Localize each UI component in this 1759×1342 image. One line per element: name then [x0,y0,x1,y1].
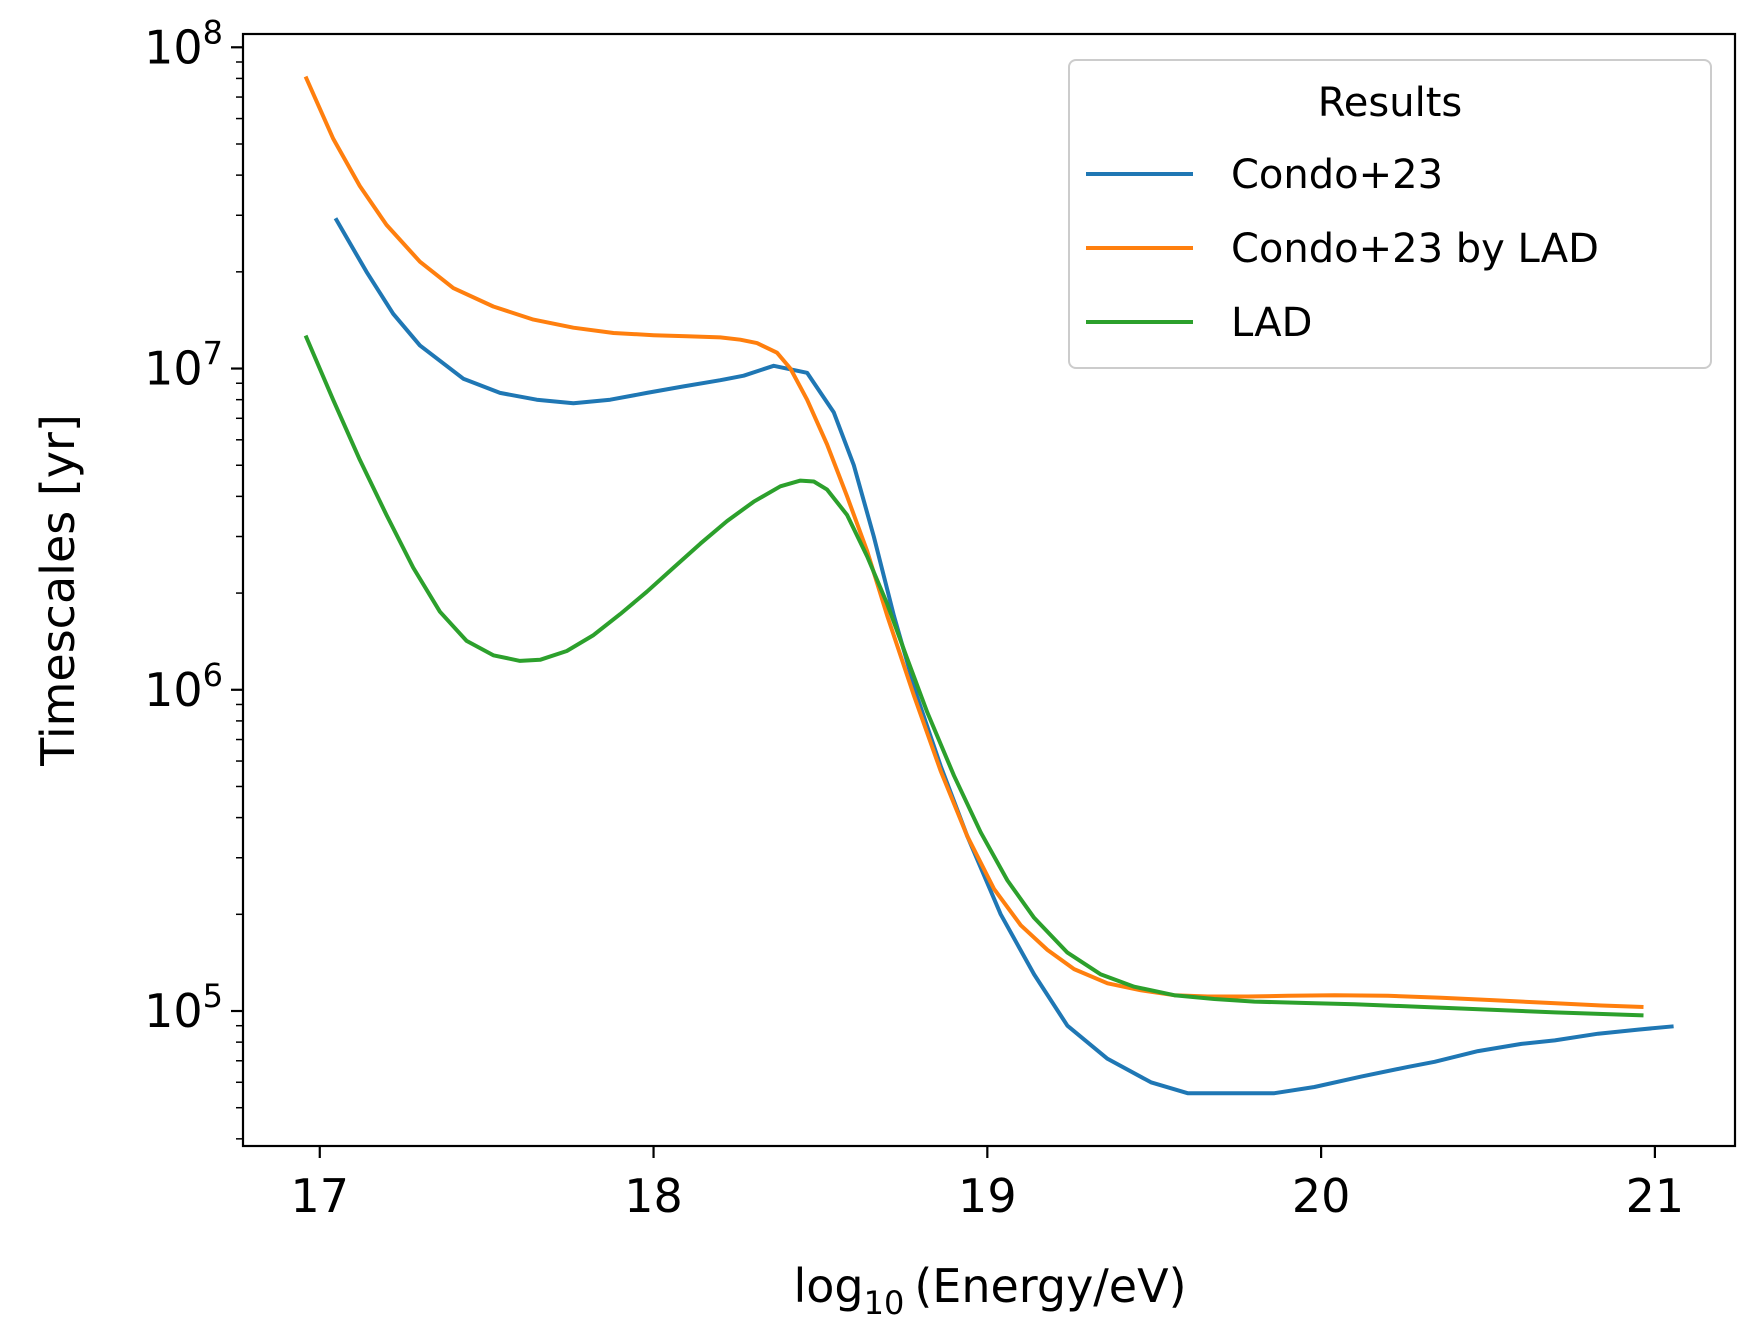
x-tick-label: 17 [290,1169,349,1223]
legend-title: Results [1318,80,1462,126]
x-tick-label: 20 [1292,1169,1351,1223]
plot-frame [241,32,1737,1148]
x-tick-label: 19 [958,1169,1017,1223]
y-tick-label: 107 [144,335,223,396]
legend-box [1068,59,1712,369]
axis-ticks: 17 18 19 20 21 105 106 107 108 [144,13,1684,1223]
x-tick-label: 21 [1626,1169,1685,1223]
x-axis-label-sub: 10 [864,1284,905,1322]
y-tick-label: 108 [144,13,223,74]
series-line-lad [303,334,1644,1018]
legend-label-lad: LAD [1231,300,1312,346]
series-lines [303,75,1674,1096]
x-axis-label-rest: (Energy/eV) [914,1259,1186,1313]
y-tick-label: 105 [144,977,223,1038]
legend-label-condo23: Condo+23 [1231,152,1443,198]
y-axis-label: Timescales [yr] [31,414,85,767]
legend-label-condo23-by-lad: Condo+23 by LAD [1231,226,1599,272]
x-axis-label-base: log [793,1259,863,1313]
x-tick-label: 18 [624,1169,683,1223]
legend: Results Condo+23 Condo+23 by LAD LAD [1068,59,1712,369]
y-tick-label: 106 [144,656,223,717]
series-line-condo-23 [333,217,1674,1096]
x-axis-label: log10 (Energy/eV) [793,1259,1186,1322]
